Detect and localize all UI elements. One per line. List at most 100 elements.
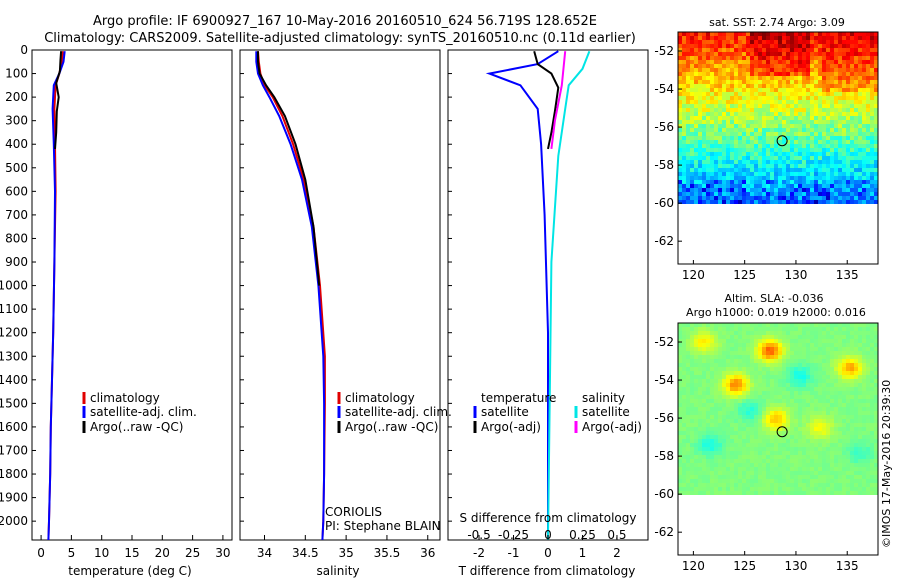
map-cell (866, 44, 870, 48)
map-cell (714, 391, 718, 395)
map-cell (690, 52, 694, 56)
map-cell (802, 156, 806, 160)
map-cell (738, 367, 742, 371)
map-cell (862, 471, 866, 475)
map-cell (750, 423, 754, 427)
map-cell (790, 72, 794, 76)
map-cell (734, 323, 738, 327)
map-cell (694, 431, 698, 435)
map-cell (698, 196, 702, 200)
map-cell (806, 68, 810, 72)
map-cell (830, 32, 834, 36)
map-cell (738, 104, 742, 108)
map-cell (806, 132, 810, 136)
map-cell (830, 431, 834, 435)
map-cell (682, 104, 686, 108)
map-cell (766, 56, 770, 60)
map-cell (834, 168, 838, 172)
map-cell (754, 419, 758, 423)
map-cell (818, 343, 822, 347)
map-cell (742, 355, 746, 359)
map-cell (682, 491, 686, 495)
map-cell (870, 423, 874, 427)
map-cell (790, 84, 794, 88)
map-cell (866, 339, 870, 343)
map-cell (790, 431, 794, 435)
map-cell (838, 120, 842, 124)
map-cell (690, 455, 694, 459)
map-cell (682, 40, 686, 44)
legend-label: Argo(-adj) (582, 420, 642, 434)
map-cell (766, 339, 770, 343)
map-cell (850, 192, 854, 196)
map-cell (830, 459, 834, 463)
map-cell (726, 459, 730, 463)
map-cell (758, 140, 762, 144)
map-cell (678, 152, 682, 156)
map-cell (682, 64, 686, 68)
map-cell (774, 52, 778, 56)
map-cell (874, 471, 878, 475)
map-cell (786, 419, 790, 423)
map-cell (798, 140, 802, 144)
map-cell (782, 172, 786, 176)
map-cell (734, 88, 738, 92)
map-cell (706, 40, 710, 44)
map-cell (834, 451, 838, 455)
map-cell (750, 443, 754, 447)
map-cell (782, 96, 786, 100)
map-cell (786, 455, 790, 459)
map-cell (830, 168, 834, 172)
map-cell (786, 88, 790, 92)
map-cell (710, 331, 714, 335)
map-cell (770, 339, 774, 343)
map-cell (858, 96, 862, 100)
map-cell (874, 68, 878, 72)
map-cell (742, 387, 746, 391)
map-cell (778, 160, 782, 164)
map-cell (754, 68, 758, 72)
map-cell (694, 64, 698, 68)
map-cell (718, 104, 722, 108)
map-cell (810, 104, 814, 108)
map-cell (726, 439, 730, 443)
map-cell (770, 148, 774, 152)
map-cell (798, 323, 802, 327)
map-cell (822, 415, 826, 419)
map-cell (810, 395, 814, 399)
map-cell (846, 96, 850, 100)
map-cell (782, 471, 786, 475)
map-cell (746, 491, 750, 495)
map-cell (782, 108, 786, 112)
map-cell (718, 411, 722, 415)
map-cell (754, 40, 758, 44)
map-cell (726, 56, 730, 60)
map-cell (818, 68, 822, 72)
map-cell (826, 331, 830, 335)
map-cell (810, 455, 814, 459)
map-cell (722, 92, 726, 96)
map-cell (822, 124, 826, 128)
map-cell (754, 152, 758, 156)
map-cell (718, 491, 722, 495)
map-cell (714, 455, 718, 459)
map-cell (710, 124, 714, 128)
map-cell (698, 459, 702, 463)
map-cell (854, 371, 858, 375)
map-cell (754, 343, 758, 347)
map-cell (858, 192, 862, 196)
map-cell (706, 80, 710, 84)
map-cell (750, 407, 754, 411)
map-cell (794, 140, 798, 144)
map-cell (682, 60, 686, 64)
map-cell (834, 423, 838, 427)
map-cell (750, 156, 754, 160)
map-cell (770, 64, 774, 68)
map-cell (826, 419, 830, 423)
map-cell (802, 463, 806, 467)
map-cell (822, 160, 826, 164)
map-cell (782, 120, 786, 124)
map-cell (774, 411, 778, 415)
map-cell (718, 335, 722, 339)
map-cell (730, 168, 734, 172)
